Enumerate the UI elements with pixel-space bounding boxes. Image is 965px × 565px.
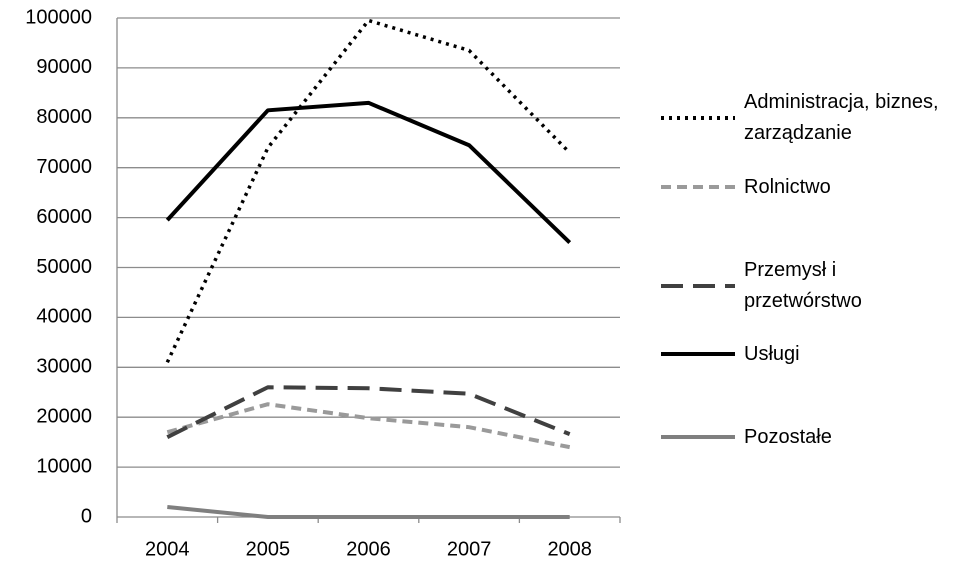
legend-item: Pozostałe bbox=[660, 422, 944, 453]
y-tick-label: 30000 bbox=[36, 356, 92, 378]
series-line bbox=[166, 385, 571, 439]
legend-label: Rolnictwo bbox=[744, 175, 831, 198]
y-tick-label: 100000 bbox=[25, 6, 92, 28]
legend-swatch bbox=[661, 116, 735, 120]
x-tick-label: 2008 bbox=[547, 538, 592, 560]
legend-swatch bbox=[661, 435, 735, 439]
x-tick-label: 2006 bbox=[346, 538, 391, 560]
x-tick-label: 2004 bbox=[145, 538, 190, 560]
y-tick-label: 0 bbox=[81, 505, 92, 527]
series-line bbox=[165, 100, 572, 244]
legend-label: Usługi bbox=[744, 342, 800, 365]
series-line bbox=[166, 402, 571, 450]
y-tick-label: 20000 bbox=[36, 405, 92, 427]
legend-item: Administracja, biznes, zarządzanie bbox=[660, 87, 944, 149]
legend-item: Przemysł i przetwórstwo bbox=[660, 255, 944, 317]
x-tick-label: 2005 bbox=[246, 538, 291, 560]
y-tick-label: 70000 bbox=[36, 156, 92, 178]
x-tick-label: 2007 bbox=[447, 538, 492, 560]
legend-item: Rolnictwo bbox=[660, 172, 944, 203]
legend-swatch bbox=[661, 185, 735, 189]
y-tick-label: 50000 bbox=[36, 256, 92, 278]
series-line bbox=[167, 505, 570, 519]
y-tick-label: 80000 bbox=[36, 106, 92, 128]
y-tick-label: 40000 bbox=[36, 306, 92, 328]
series-line bbox=[165, 18, 571, 364]
y-tick-label: 10000 bbox=[36, 455, 92, 477]
y-tick-label: 60000 bbox=[36, 206, 92, 228]
legend-label: Pozostałe bbox=[744, 425, 832, 448]
y-tick-label: 90000 bbox=[36, 56, 92, 78]
legend-item: Usługi bbox=[660, 339, 944, 370]
legend-swatch bbox=[661, 352, 735, 356]
legend-label: Przemysł i przetwórstwo bbox=[744, 259, 862, 312]
legend-swatch bbox=[661, 284, 735, 288]
legend-label: Administracja, biznes, zarządzanie bbox=[744, 91, 939, 144]
